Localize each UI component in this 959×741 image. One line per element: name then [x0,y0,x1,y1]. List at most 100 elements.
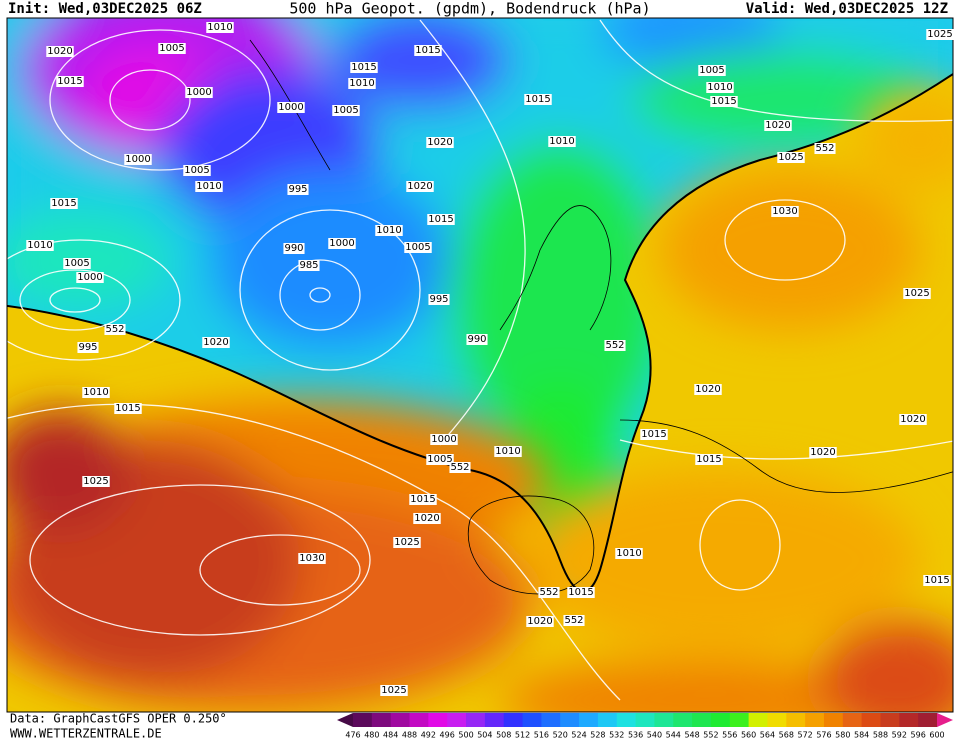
colorbar-tick-label: 568 [779,731,794,740]
isobar-label-bg [406,181,434,192]
isobar-label-bg [298,260,320,271]
isobar-label-bg [466,334,488,345]
colorbar-swatch [805,713,825,727]
isobar-label-bg [899,414,927,425]
colorbar-tick-label: 520 [553,731,568,740]
isobar-label: 1005 [333,105,358,116]
colorbar-tick-label: 540 [647,731,662,740]
isobar-label: 552 [605,340,624,351]
colorbar-tick-label: 528 [590,731,605,740]
isobar-label-bg [393,537,421,548]
isobar-label: 1025 [927,29,952,40]
isobar-label-bg [82,387,110,398]
isobar-label-bg [404,242,432,253]
colorbar-tick-label: 552 [703,731,718,740]
colorbar-arrow-high [937,713,953,727]
isobar-label: 995 [288,184,307,195]
isobar-label-bg [185,87,213,98]
isobar-label: 1000 [329,238,354,249]
colorbar-tick-label: 500 [458,731,473,740]
isobar-label-bg [695,454,723,465]
isobar-label: 1015 [924,575,949,586]
isobar-label: 1020 [900,414,925,425]
isobar-label-bg [615,548,643,559]
isobar-label-bg [923,575,951,586]
colorbar-tick-label: 576 [816,731,831,740]
isobar-label: 552 [105,324,124,335]
isobar-label-bg [348,78,376,89]
isobar-label-bg [124,154,152,165]
colorbar-swatch [748,713,768,727]
isobar-label-bg [449,462,471,473]
isobar-label-bg [183,165,211,176]
colorbar-tick-label: 524 [571,731,586,740]
isobar-label: 1000 [77,272,102,283]
isobar-label-bg [710,96,738,107]
isobar-label: 1010 [196,181,221,192]
isobar-label: 1005 [64,258,89,269]
isobar-label: 1020 [695,384,720,395]
isobar-label-bg [328,238,356,249]
isobar-label: 1000 [431,434,456,445]
isobar-label-bg [77,342,99,353]
isobar-label-bg [526,616,554,627]
isobar-label: 1015 [415,45,440,56]
isobar-label-bg [413,513,441,524]
isobar-label: 985 [299,260,318,271]
isobar-label-bg [771,206,799,217]
colorbar-swatch [390,713,411,727]
isobar-label-bg [428,294,450,305]
isobar-label-bg [414,45,442,56]
isobar-label: 1020 [427,137,452,148]
isobar-label: 1005 [405,242,430,253]
colorbar-swatch [654,713,674,727]
isobar-label: 1000 [278,102,303,113]
isobar-label-bg [814,143,836,154]
isobar-label: 1025 [381,685,406,696]
isobar-label-bg [277,102,305,113]
isobar-label-bg [380,685,408,696]
map-title: 500 hPa Geopot. (gpdm), Bodendruck (hPa) [289,0,650,18]
colorbar-tick-label: 488 [402,731,417,740]
isobar-label-bg [698,65,726,76]
isobar-label: 1015 [115,403,140,414]
isobar-label: 1020 [414,513,439,524]
isobar-label: 1010 [83,387,108,398]
isobar-label-bg [82,476,110,487]
coastlines [249,39,953,595]
colorbar-swatch [484,713,505,727]
colorbar-swatch [428,713,448,727]
colorbar-tick-label: 512 [515,731,530,740]
isobar-label-bg [809,447,837,458]
isobar-label: 1015 [410,494,435,505]
colorbar-tick-label: 584 [854,731,869,740]
isobar-label: 552 [539,587,558,598]
isobar-label-bg [764,120,792,131]
colorbar-swatch [522,713,542,727]
isobar-label-bg [409,494,437,505]
isobar-label-bg [195,181,223,192]
isobar-label-bg [426,137,454,148]
colorbar-swatch [710,713,731,727]
isobar-label: 1020 [203,337,228,348]
isobar-label-bg [426,454,454,465]
colorbar-swatch [918,713,938,727]
isobar-label-bg [287,184,309,195]
isobar-label-bg [50,198,78,209]
isobar-label: 1015 [51,198,76,209]
isobar-label-bg [158,43,186,54]
isobar-label-bg [114,403,142,414]
isobar-label-bg [26,240,54,251]
isobar-label-bg [538,587,560,598]
map-frame [6,17,954,713]
isobar-label: 1020 [810,447,835,458]
isobar-label: 1005 [427,454,452,465]
colorbar-tick-label: 492 [421,731,436,740]
isobar-label-bg [430,434,458,445]
isobar-label: 1010 [207,22,232,33]
isobar-labels: 1010 1005 1020 1015 1015 1010 1015 1000 1000 1005… [26,22,954,696]
isobar-label: 1015 [711,96,736,107]
isobar-label-bg [332,105,360,116]
colorbar-swatch [447,713,467,727]
